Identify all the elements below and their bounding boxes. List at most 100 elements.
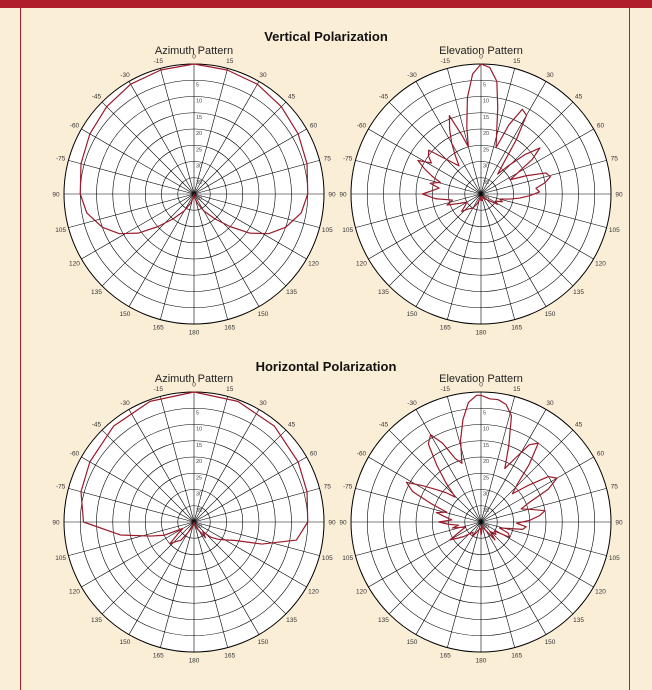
grid-spoke: [480, 128, 594, 195]
angle-tick-label: 135: [286, 617, 297, 624]
radial-tick-label: 10: [483, 99, 489, 105]
angle-tick-label: 165: [153, 325, 164, 332]
angle-tick-label: 165: [511, 325, 522, 332]
grid-spoke: [415, 193, 482, 307]
grid-spoke: [415, 81, 482, 195]
grid-spoke: [193, 193, 228, 320]
radial-tick-label: 15: [196, 115, 202, 121]
grid-spoke: [480, 409, 547, 523]
grid-spoke: [480, 521, 515, 648]
angle-tick-label: -60: [70, 122, 80, 129]
grid-spoke: [480, 193, 515, 320]
angle-tick-label: 105: [55, 227, 66, 234]
grid-spoke: [355, 193, 482, 228]
angle-tick-label: -30: [120, 400, 130, 407]
angle-tick-label: -60: [357, 450, 367, 457]
angle-tick-label: 15: [513, 58, 521, 65]
pattern-trace: [405, 394, 558, 541]
grid-spoke: [101, 101, 195, 195]
grid-spoke: [480, 521, 574, 615]
angle-tick-label: 15: [226, 386, 234, 393]
grid-spoke: [193, 396, 228, 523]
angle-tick-label: 120: [595, 260, 606, 267]
radial-tick-label: 30: [196, 164, 202, 170]
grid-spoke: [447, 193, 482, 320]
grid-spoke: [81, 193, 195, 260]
grid-spoke: [480, 193, 574, 287]
angle-tick-label: 135: [573, 289, 584, 296]
grid-spoke: [388, 521, 482, 615]
angle-tick-label: 45: [575, 94, 583, 101]
angle-tick-label: 15: [513, 386, 521, 393]
angle-tick-label: 150: [407, 639, 418, 646]
angle-tick-label: -45: [92, 422, 102, 429]
angle-tick-label: 150: [545, 639, 556, 646]
chart-title-v-azimuth: Azimuth Pattern: [154, 45, 234, 57]
angle-tick-label: 150: [120, 311, 131, 318]
angle-tick-label: 180: [476, 329, 487, 336]
grid-spoke: [368, 521, 482, 588]
vertical-polarization-heading: Vertical Polarization: [264, 29, 388, 44]
radial-tick-label: 25: [196, 475, 202, 481]
angle-tick-label: 150: [545, 311, 556, 318]
angle-tick-label: 90: [615, 519, 623, 526]
angle-tick-label: 75: [611, 156, 619, 163]
angle-tick-label: 165: [440, 325, 451, 332]
angle-tick-label: 90: [52, 519, 60, 526]
radial-tick-label: 15: [196, 443, 202, 449]
horizontal-polarization-heading: Horizontal Polarization: [255, 359, 397, 374]
grid-spoke: [480, 193, 594, 260]
grid-spoke: [193, 101, 287, 195]
angle-tick-label: 30: [259, 400, 267, 407]
radial-tick-label: 5: [483, 82, 486, 88]
grid-spoke: [193, 193, 260, 307]
chart-title-h-azimuth: Azimuth Pattern: [154, 373, 234, 385]
angle-tick-label: -45: [379, 422, 389, 429]
angle-tick-label: -75: [56, 156, 66, 163]
angle-tick-label: -15: [441, 386, 451, 393]
angle-tick-label: 0: [479, 381, 483, 388]
angle-tick-label: 90: [52, 191, 60, 198]
angle-tick-label: 135: [286, 289, 297, 296]
grid-spoke: [160, 396, 195, 523]
angle-tick-label: 135: [91, 289, 102, 296]
radial-tick-label: 30: [483, 164, 489, 170]
grid-spoke: [447, 521, 482, 648]
angle-tick-label: 105: [342, 227, 353, 234]
angle-tick-label: -30: [407, 400, 417, 407]
angle-tick-label: 135: [573, 617, 584, 624]
angle-tick-label: 90: [339, 191, 347, 198]
pattern-trace: [79, 63, 309, 235]
grid-spoke: [447, 68, 482, 195]
grid-spoke: [480, 456, 594, 523]
angle-tick-label: 0: [192, 53, 196, 60]
angle-tick-label: -15: [441, 58, 451, 65]
grid-spoke: [193, 81, 260, 195]
radial-tick-label: 10: [196, 427, 202, 433]
radial-tick-label: 25: [483, 475, 489, 481]
grid-spoke: [101, 429, 195, 523]
grid-spoke: [193, 193, 320, 228]
grid-spoke: [193, 521, 260, 635]
angle-tick-label: 75: [324, 156, 332, 163]
grid-spoke: [193, 521, 320, 556]
grid-spoke: [193, 68, 228, 195]
angle-tick-label: 150: [120, 639, 131, 646]
grid-spoke: [480, 396, 515, 523]
top-accent-bar: [0, 0, 652, 8]
angle-tick-label: 60: [597, 122, 605, 129]
radial-tick-label: 20: [196, 131, 202, 137]
radial-tick-label: 25: [483, 147, 489, 153]
grid-spoke: [368, 456, 482, 523]
angle-tick-label: 0: [192, 381, 196, 388]
angle-tick-label: 135: [378, 289, 389, 296]
radial-tick-label: 15: [483, 115, 489, 121]
chart-title-v-elevation: Elevation Pattern: [439, 45, 523, 57]
angle-tick-label: 180: [189, 329, 200, 336]
grid-spoke: [193, 456, 307, 523]
grid-spoke: [480, 193, 547, 307]
radial-tick-label: 35: [196, 180, 202, 186]
